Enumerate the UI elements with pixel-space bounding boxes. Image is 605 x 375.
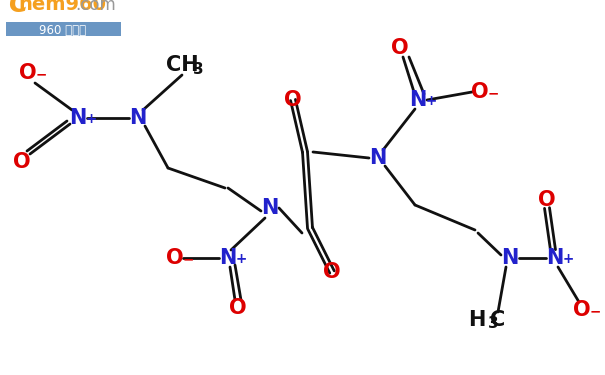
Text: O: O (323, 262, 341, 282)
Text: O: O (166, 248, 184, 268)
Text: N: N (546, 248, 564, 268)
Text: +: + (236, 252, 247, 266)
Text: O: O (229, 298, 247, 318)
Text: +: + (426, 94, 437, 108)
Text: O: O (13, 152, 31, 172)
Text: O: O (471, 82, 489, 102)
Text: N: N (369, 148, 387, 168)
Text: −: − (183, 252, 194, 266)
Text: −: − (590, 304, 601, 318)
Text: 960 化工网: 960 化工网 (39, 24, 87, 38)
Text: N: N (261, 198, 279, 218)
Text: N: N (410, 90, 427, 110)
Text: −: − (36, 67, 47, 81)
Text: O: O (538, 190, 556, 210)
Text: N: N (219, 248, 237, 268)
Text: O: O (284, 90, 302, 110)
Text: CH: CH (166, 55, 198, 75)
Text: C: C (491, 310, 506, 330)
Text: −: − (488, 86, 499, 100)
Text: 3: 3 (488, 316, 499, 332)
Text: C: C (8, 0, 27, 18)
Text: 3: 3 (192, 63, 203, 78)
Text: hem960: hem960 (18, 0, 106, 14)
Text: N: N (129, 108, 146, 128)
Text: .com: .com (75, 0, 116, 14)
Text: O: O (573, 300, 591, 320)
Text: +: + (86, 112, 97, 126)
Text: H: H (468, 310, 485, 330)
Text: O: O (391, 38, 409, 58)
Text: N: N (502, 248, 518, 268)
FancyBboxPatch shape (6, 22, 121, 36)
Text: O: O (19, 63, 37, 83)
Text: N: N (70, 108, 87, 128)
Text: +: + (563, 252, 574, 266)
